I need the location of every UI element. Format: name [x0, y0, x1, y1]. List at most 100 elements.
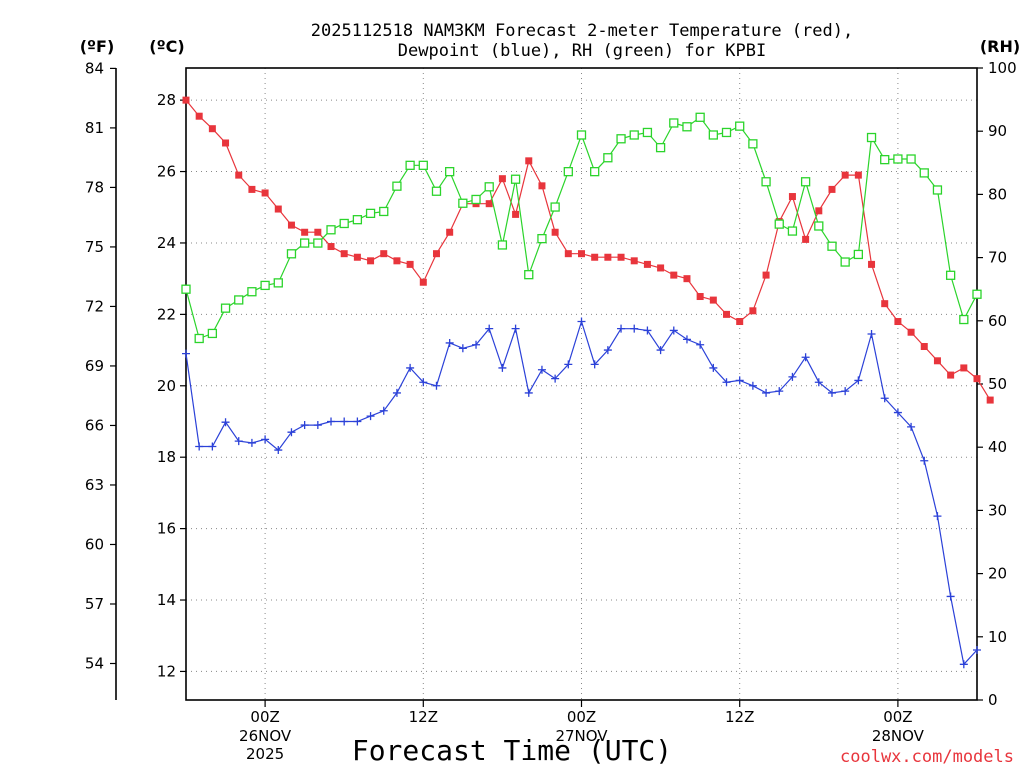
rh-point-25 — [510, 174, 521, 184]
dewpoint-point-58 — [946, 592, 955, 601]
dewpoint-point-16 — [392, 388, 401, 397]
dewpoint-point-53 — [880, 394, 889, 403]
chart-title-line2: Dewpoint (blue), RH (green) for KPBI — [398, 41, 766, 61]
dewpoint-point-51 — [854, 376, 863, 385]
dewpoint-point-15 — [379, 406, 388, 415]
dewpoint-point-36 — [656, 346, 665, 355]
x-axis-title: Forecast Time (UTC) — [352, 734, 672, 767]
rh-point-57 — [932, 185, 943, 195]
tick-label-rh-70: 70 — [988, 249, 1007, 267]
tick-label-c-20: 20 — [157, 377, 176, 395]
rh-point-37 — [669, 118, 679, 128]
dewpoint-point-27 — [537, 365, 546, 374]
rh-point-35 — [642, 127, 653, 138]
rh-point-46 — [787, 226, 798, 236]
date-label-0-1: 2025 — [246, 745, 284, 763]
rh-point-22 — [471, 194, 481, 205]
temperature-point-14 — [367, 257, 375, 265]
dewpoint-point-11 — [327, 417, 336, 426]
dewpoint-point-46 — [788, 372, 797, 381]
rh-point-1 — [194, 333, 204, 344]
dewpoint-point-5 — [247, 438, 256, 447]
rh-unit-label: (RH) — [980, 37, 1020, 56]
dewpoint-point-54 — [893, 408, 902, 417]
dewpoint-point-48 — [814, 378, 823, 387]
temperature-point-30 — [578, 250, 585, 258]
dewpoint-point-41 — [722, 378, 731, 387]
series-dewpoint — [182, 317, 981, 669]
dewpoint-point-29 — [564, 360, 573, 369]
temperature-point-9 — [301, 228, 309, 236]
rh-point-54 — [893, 154, 903, 164]
temperature-point-41 — [723, 310, 731, 318]
rh-point-26 — [524, 270, 534, 280]
temperature-point-35 — [643, 260, 651, 268]
temperature-point-48 — [815, 207, 823, 215]
temperature-point-39 — [696, 293, 704, 301]
rh-point-6 — [260, 280, 270, 291]
dewpoint-point-19 — [432, 381, 441, 390]
dewpoint-point-34 — [630, 324, 639, 333]
rh-point-2 — [207, 328, 218, 339]
temperature-point-47 — [802, 235, 810, 243]
tick-label-c-22: 22 — [157, 305, 176, 323]
temperature-point-4 — [235, 171, 243, 179]
rh-point-15 — [379, 206, 389, 217]
tick-label-c-16: 16 — [157, 520, 176, 538]
rh-point-34 — [629, 130, 639, 140]
rh-point-40 — [708, 130, 718, 140]
temperature-point-54 — [894, 318, 902, 326]
tick-label-c-28: 28 — [157, 91, 176, 109]
temperature-point-59 — [960, 364, 968, 372]
tick-label-c-24: 24 — [157, 234, 176, 252]
tick-label-f-78: 78 — [85, 178, 104, 196]
rh-point-47 — [800, 177, 811, 187]
rh-point-60 — [972, 289, 982, 299]
tick-label-x-1: 12Z — [409, 708, 438, 726]
dewpoint-point-57 — [933, 512, 942, 521]
rh-point-28 — [550, 202, 560, 212]
rh-point-36 — [655, 142, 666, 153]
date-label-1-0: 27NOV — [555, 727, 608, 745]
dewpoint-point-30 — [577, 317, 586, 326]
temperature-point-44 — [762, 271, 770, 279]
data-series — [181, 96, 994, 669]
dewpoint-point-43 — [748, 381, 757, 390]
dewpoint-point-13 — [353, 417, 362, 426]
tick-label-rh-30: 30 — [988, 501, 1007, 519]
tick-label-f-69: 69 — [85, 357, 104, 375]
tick-label-f-72: 72 — [85, 297, 104, 315]
temperature-point-15 — [380, 250, 388, 258]
dewpoint-point-35 — [643, 326, 652, 335]
dewpoint-point-32 — [603, 346, 612, 355]
dewpoint-point-45 — [775, 387, 784, 396]
series-rh — [181, 112, 982, 344]
tick-label-rh-20: 20 — [988, 565, 1007, 583]
dewpoint-point-3 — [221, 418, 230, 427]
temperature-point-24 — [498, 175, 506, 183]
dewpoint-point-56 — [920, 456, 929, 465]
temperature-point-40 — [709, 296, 717, 304]
rh-point-14 — [365, 208, 376, 219]
rh-point-55 — [906, 154, 916, 164]
rh-point-52 — [866, 132, 877, 143]
tick-label-f-63: 63 — [85, 476, 104, 494]
dewpoint-point-23 — [485, 324, 494, 333]
temperature-point-37 — [670, 271, 678, 279]
temperature-point-50 — [841, 171, 849, 179]
tick-label-x-2: 00Z — [567, 708, 596, 726]
dewpoint-point-10 — [313, 421, 322, 430]
temperature-point-57 — [933, 357, 941, 365]
tick-label-f-54: 54 — [85, 655, 104, 673]
tick-label-c-12: 12 — [157, 662, 176, 680]
temperature-line — [185, 99, 991, 401]
chart-title-line1: 2025112518 NAM3KM Forecast 2-meter Tempe… — [311, 21, 853, 41]
tick-label-rh-90: 90 — [988, 122, 1007, 140]
tick-label-c-14: 14 — [157, 591, 176, 609]
dewpoint-point-26 — [524, 388, 533, 397]
dewpoint-point-50 — [841, 387, 850, 396]
dewpoint-point-24 — [498, 363, 507, 372]
rh-point-48 — [814, 221, 824, 231]
temperature-point-18 — [419, 278, 427, 286]
celsius-unit-label: (ºC) — [149, 37, 184, 56]
